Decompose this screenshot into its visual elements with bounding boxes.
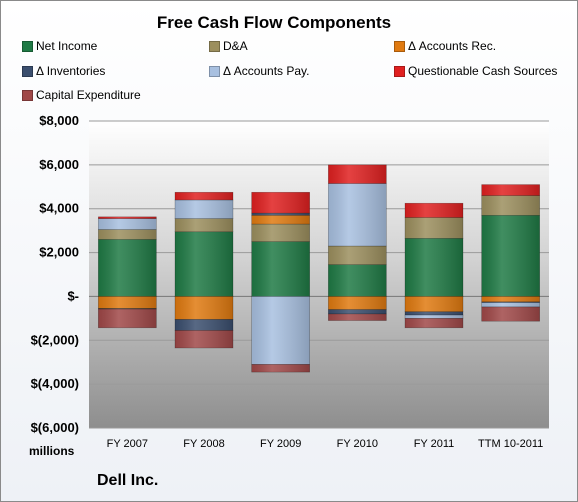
- bar-segment-shade: [328, 245, 387, 265]
- legend-label: Δ Accounts Pay.: [223, 64, 310, 78]
- bar-segment-shade: [98, 229, 157, 240]
- bar-segment-shade: [481, 301, 540, 303]
- bar-segment-shade: [328, 313, 387, 321]
- legend-label: Capital Expenditure: [36, 88, 141, 102]
- bar-segment-shade: [251, 224, 310, 242]
- x-tick-label: FY 2008: [183, 438, 224, 450]
- bar-segment-shade: [98, 309, 157, 328]
- x-tick-label: FY 2011: [414, 438, 455, 450]
- bar-segment-shade: [175, 231, 233, 297]
- legend-swatch: [394, 41, 405, 52]
- units-label: millions: [29, 444, 75, 458]
- x-tick-label: FY 2007: [107, 438, 148, 450]
- bar-segment-shade: [328, 296, 387, 310]
- bar-segment-shade: [481, 215, 540, 297]
- y-tick-label: $(6,000): [31, 420, 79, 435]
- bar-segment-shade: [405, 217, 463, 239]
- bar-segment-shade: [251, 215, 310, 225]
- bar-segment-shade: [175, 199, 233, 219]
- bar-segment-shade: [405, 238, 463, 297]
- bar-segment-shade: [175, 319, 233, 331]
- legend-swatch: [209, 66, 220, 77]
- bar-segment-shade: [405, 318, 463, 328]
- bar-segment-shade: [481, 195, 540, 216]
- y-tick-label: $4,000: [39, 201, 79, 216]
- bar-segment-shade: [175, 218, 233, 232]
- bar-segment-shade: [98, 296, 157, 309]
- bar-segment-shade: [481, 296, 540, 302]
- bar-segment-shade: [251, 213, 310, 216]
- legend-label: Δ Accounts Rec.: [408, 39, 497, 53]
- x-axis-ticks: FY 2007 FY 2008 FY 2009 FY 2010 FY 2011 TTM 1…: [107, 438, 544, 450]
- bar-segment-shade: [328, 164, 387, 184]
- legend-swatch: [22, 41, 33, 52]
- bars: [98, 164, 540, 373]
- legend-label: Questionable Cash Sources: [408, 64, 558, 78]
- y-tick-label: $8,000: [39, 113, 79, 128]
- legend-swatch: [22, 66, 33, 77]
- x-tick-label: FY 2009: [260, 438, 301, 450]
- legend-label: Net Income: [36, 39, 98, 53]
- legend-swatch: [22, 90, 33, 101]
- bar-segment-shade: [328, 264, 387, 297]
- plot-background: [89, 121, 549, 428]
- bar-segment-shade: [251, 296, 310, 365]
- legend-label: Δ Inventories: [36, 64, 106, 78]
- y-tick-label: $-: [67, 288, 79, 303]
- bar-segment-shade: [175, 296, 233, 320]
- x-tick-label: FY 2010: [337, 438, 378, 450]
- gridlines: [89, 120, 549, 429]
- y-tick-label: $6,000: [39, 157, 79, 172]
- legend-label: D&A: [223, 39, 248, 53]
- y-tick-label: $(4,000): [31, 376, 79, 391]
- chart-title: Free Cash Flow Components: [156, 13, 392, 32]
- bar-segment-shade: [98, 218, 157, 230]
- bar-segment-shade: [251, 364, 310, 373]
- bar-segment-shade: [98, 239, 157, 297]
- bar-segment-shade: [175, 192, 233, 200]
- bar-segment-shade: [405, 203, 463, 218]
- bar-segment-shade: [98, 216, 157, 219]
- y-tick-label: $(2,000): [31, 332, 79, 347]
- legend-swatch: [209, 41, 220, 52]
- y-axis-ticks: $8,000 $6,000 $4,000 $2,000 $- $(2,000) $(4,00…: [31, 113, 79, 435]
- bar-segment-shade: [251, 192, 310, 214]
- company-label: Dell Inc.: [97, 472, 159, 489]
- bar-segment-shade: [328, 183, 387, 246]
- bar-segment-shade: [481, 306, 540, 322]
- bar-segment-shade: [175, 330, 233, 348]
- legend-swatch: [394, 66, 405, 77]
- x-tick-label: TTM 10-2011: [478, 438, 543, 450]
- bar-segment-shade: [405, 315, 463, 319]
- bar-segment-shade: [98, 308, 157, 310]
- bar-segment-shade: [405, 311, 463, 316]
- bar-segment-shade: [481, 184, 540, 196]
- bar-segment-shade: [405, 296, 463, 312]
- bar-segment-shade: [481, 302, 540, 307]
- bar-segment-shade: [328, 309, 387, 314]
- y-tick-label: $2,000: [39, 245, 79, 260]
- bar-segment-shade: [251, 241, 310, 297]
